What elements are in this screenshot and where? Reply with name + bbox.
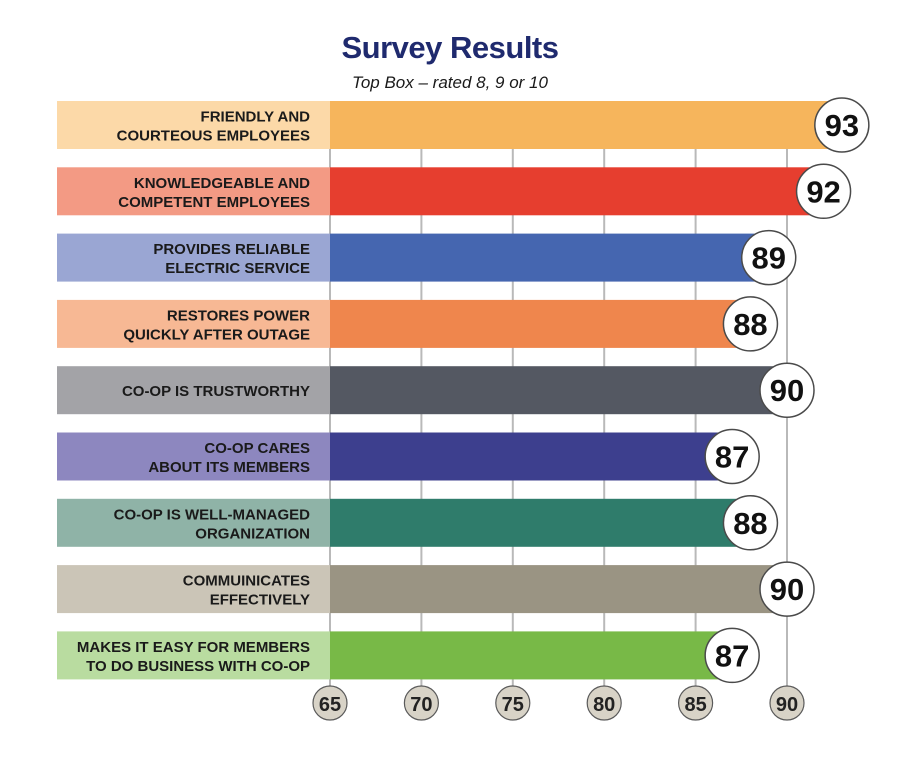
value-badge — [722, 296, 779, 352]
category-label: PROVIDES RELIABLE — [153, 241, 310, 258]
data-label: 88 — [733, 307, 767, 342]
value-badge — [814, 97, 870, 153]
category-label: EFFECTIVELY — [210, 592, 310, 609]
data-label: 90 — [770, 572, 804, 607]
data-label: 90 — [770, 373, 804, 408]
category-label: ABOUT ITS MEMBERS — [148, 459, 310, 476]
tick-label: 70 — [410, 694, 432, 716]
bar — [330, 498, 751, 547]
bar — [330, 631, 733, 680]
tick-badge — [403, 685, 439, 721]
chart-subtitle: Top Box – rated 8, 9 or 10 — [352, 73, 548, 92]
category-label: CO-OP IS TRUSTWORTHY — [122, 383, 310, 400]
bar — [330, 565, 787, 614]
tick-badge — [495, 685, 531, 721]
tick-label: 85 — [684, 694, 706, 716]
tick-label: 75 — [502, 694, 524, 716]
data-label: 89 — [751, 241, 785, 276]
category-label: COURTEOUS EMPLOYEES — [117, 128, 310, 145]
category-label: QUICKLY AFTER OUTAGE — [123, 326, 310, 343]
bar-row: KNOWLEDGEABLE AND COMPETENT EMPLOYEES 92 — [57, 163, 852, 220]
category-label: ELECTRIC SERVICE — [165, 260, 310, 277]
data-label: 87 — [715, 638, 749, 673]
tick-label: 65 — [319, 694, 341, 716]
category-label: KNOWLEDGEABLE AND — [134, 175, 310, 192]
data-label: 87 — [715, 440, 749, 475]
category-label-box — [57, 167, 330, 216]
bar-row: FRIENDLY AND COURTEOUS EMPLOYEES 93 — [57, 97, 870, 153]
value-badge — [759, 362, 815, 418]
tick-badge — [677, 685, 714, 721]
category-label-box — [57, 233, 330, 282]
bar — [330, 432, 733, 481]
value-badge — [704, 428, 760, 485]
value-badge — [795, 163, 852, 220]
category-label: COMPETENT EMPLOYEES — [118, 194, 310, 211]
tick-badge — [769, 685, 805, 721]
bar — [330, 233, 769, 282]
bar-row: CO-OP IS WELL-MANAGED ORGANIZATION 88 — [57, 495, 779, 551]
tick-label: 90 — [776, 694, 798, 716]
value-badge — [759, 561, 815, 617]
category-label-box — [57, 366, 330, 415]
value-badge — [704, 627, 760, 684]
category-label-box — [57, 498, 330, 547]
bar-row: MAKES IT EASY FOR MEMBERS TO DO BUSINESS … — [57, 627, 760, 684]
category-label-box — [57, 101, 330, 149]
bar-row: RESTORES POWER QUICKLY AFTER OUTAGE 88 — [57, 296, 779, 352]
category-label: COMMUINICATES — [183, 573, 310, 590]
bar-row: CO-OP IS TRUSTWORTHY 90 — [57, 362, 815, 418]
category-label: FRIENDLY AND — [201, 109, 311, 126]
tick-label: 80 — [593, 694, 615, 716]
bar — [330, 167, 824, 216]
data-label: 93 — [825, 108, 859, 143]
bar-row: CO-OP CARES ABOUT ITS MEMBERS 87 — [57, 428, 760, 485]
tick-badge — [312, 685, 348, 721]
x-axis: 65 70 75 80 85 90 — [312, 685, 805, 721]
category-label: CO-OP CARES — [204, 440, 310, 457]
tick-badge — [586, 685, 622, 721]
category-label-box — [57, 299, 330, 348]
category-label-box — [57, 631, 330, 680]
category-label: TO DO BUSINESS WITH CO-OP — [86, 658, 310, 675]
category-label: MAKES IT EASY FOR MEMBERS — [77, 639, 310, 656]
chart-title: Survey Results — [341, 30, 560, 65]
value-badge — [722, 495, 779, 551]
data-label: 92 — [806, 174, 840, 209]
bar — [330, 366, 787, 415]
bar-row: COMMUINICATES EFFECTIVELY 90 — [57, 561, 815, 617]
value-badge — [740, 229, 797, 286]
category-label-box — [57, 565, 330, 614]
bar — [330, 299, 751, 348]
category-label: RESTORES POWER — [167, 307, 310, 324]
category-label: CO-OP IS WELL-MANAGED — [114, 506, 311, 523]
category-label: ORGANIZATION — [195, 525, 310, 542]
bar-row: PROVIDES RELIABLE ELECTRIC SERVICE 89 — [57, 229, 797, 286]
category-label-box — [57, 432, 330, 481]
data-label: 88 — [733, 506, 767, 541]
bar — [330, 101, 842, 149]
